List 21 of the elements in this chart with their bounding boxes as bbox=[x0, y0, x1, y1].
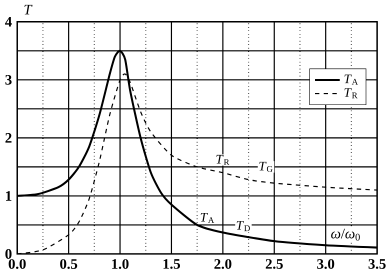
annotation: T$_{G}$ bbox=[259, 162, 273, 172]
x-tick-label: 2.5 bbox=[266, 259, 283, 269]
x-tick-label: 0.5 bbox=[60, 259, 78, 270]
x-tick-label: 3.5 bbox=[368, 259, 386, 269]
annotation: T$_{D}$ bbox=[236, 221, 250, 232]
x-tick-label: 0.0 bbox=[8, 259, 26, 270]
legend-label: T$_{A}$ bbox=[344, 74, 358, 85]
x-tick-label: 1.5 bbox=[164, 259, 180, 269]
y-tick-label: 0 bbox=[5, 249, 12, 259]
x-axis-title: ω/ω$_{0}$ bbox=[331, 228, 360, 241]
legend-label: T$_{R}$ bbox=[344, 88, 358, 98]
x-tick-label: 1.0 bbox=[112, 259, 129, 270]
x-tick-label: 2.0 bbox=[214, 259, 232, 270]
x-tick-label: 3.0 bbox=[317, 259, 334, 270]
y-tick-label: 2 bbox=[5, 133, 12, 143]
y-axis-title: T bbox=[24, 4, 32, 14]
annotation: T$_{R}$ bbox=[216, 155, 230, 166]
y-tick-label: 1 bbox=[6, 191, 12, 201]
y-tick-label: 3 bbox=[5, 75, 12, 85]
annotation: T$_{A}$ bbox=[200, 213, 214, 224]
y-tick-label: 4 bbox=[5, 17, 12, 27]
